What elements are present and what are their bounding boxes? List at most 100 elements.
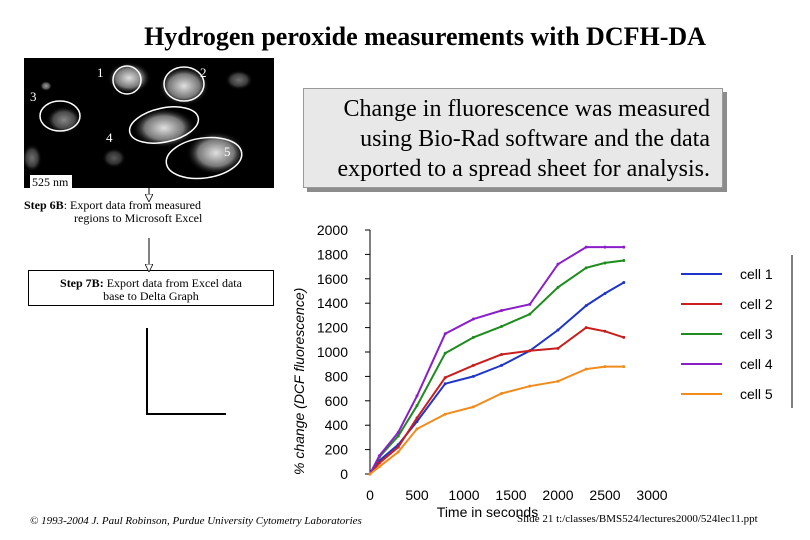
data-point (377, 454, 381, 458)
series-line-1 (369, 281, 625, 475)
wavelength-label: 525 nm (30, 175, 73, 190)
step-6b-box: Step 6B: Export data from measured regio… (24, 199, 274, 237)
data-point (528, 312, 532, 316)
data-point (415, 427, 419, 431)
data-point (443, 332, 447, 336)
data-point (396, 445, 400, 449)
data-point (471, 317, 475, 321)
legend-label-2: cell 2 (740, 296, 773, 312)
y-tick-label: 400 (325, 417, 349, 433)
data-point (500, 391, 504, 395)
x-tick-label: 1000 (448, 487, 479, 503)
data-point (603, 365, 607, 369)
data-point (584, 266, 588, 270)
step-6b-label: Step 6B (24, 198, 64, 212)
data-point (622, 335, 626, 339)
data-point (500, 309, 504, 313)
data-point (500, 324, 504, 328)
callout-line-2: using Bio-Rad software and the data (360, 126, 710, 152)
axis-placeholder-graphic (146, 328, 226, 415)
cell-label-3: 3 (30, 89, 37, 104)
y-tick-label: 600 (325, 393, 349, 409)
data-point (377, 461, 381, 465)
data-point (556, 346, 560, 350)
data-point (396, 450, 400, 454)
data-point (603, 329, 607, 333)
step-7b-label: Step 7B: (60, 276, 104, 290)
data-point (556, 328, 560, 332)
data-point (622, 259, 626, 262)
data-point (471, 374, 475, 378)
data-point (500, 352, 504, 356)
data-point (396, 434, 400, 438)
data-point (603, 291, 607, 295)
x-tick-label: 2500 (589, 487, 620, 503)
series-line-4 (369, 246, 624, 475)
data-point (584, 326, 588, 330)
legend-label-4: cell 4 (740, 356, 773, 372)
data-point (396, 431, 400, 435)
series-line-5 (369, 365, 624, 475)
slide-footer: Slide 21 t:/classes/BMS524/lectures2000/… (517, 513, 758, 525)
data-point (622, 280, 626, 284)
y-tick-label: 1600 (317, 271, 348, 287)
cell-label-1: 1 (97, 65, 104, 80)
data-point (443, 382, 447, 386)
data-point (584, 367, 588, 371)
legend-label-3: cell 3 (740, 326, 773, 342)
data-point (377, 465, 381, 469)
line-chart: 0 200 400 600 800 1000 1200 1400 1600 1800 2000 0 50… (291, 222, 793, 520)
x-tick-label: 2000 (542, 487, 573, 503)
data-point (556, 285, 560, 289)
callout-line-3: exported to a spread sheet for analysis. (337, 156, 710, 182)
data-point (443, 412, 447, 416)
y-tick-label: 1800 (317, 246, 348, 262)
data-point (443, 376, 447, 380)
data-point (528, 349, 532, 353)
y-tick-label: 1200 (317, 320, 348, 336)
step-7b-text: Export data from Excel data (103, 276, 242, 290)
data-point (471, 405, 475, 409)
callout-line-1: Change in fluorescence was measured (343, 96, 710, 122)
step-7b-box: Step 7B: Export data from Excel data bas… (28, 270, 274, 306)
data-point (622, 245, 626, 249)
y-tick-label: 800 (325, 368, 349, 384)
cell-label-5: 5 (224, 144, 231, 159)
data-point (471, 335, 475, 339)
legend-label-5: cell 5 (740, 386, 773, 402)
y-tick-label: 2000 (317, 222, 348, 238)
data-point (415, 416, 419, 420)
data-point (415, 394, 419, 398)
data-point (556, 262, 560, 266)
cell-label-4: 4 (106, 130, 113, 145)
step-6b-text-line2: regions to Microsoft Excel (74, 211, 203, 225)
data-point (471, 363, 475, 367)
step-7b-text-line2: base to Delta Graph (103, 289, 199, 303)
series-line-2 (369, 326, 625, 475)
y-axis-label: % change (DCF fluorescence) (291, 288, 307, 475)
data-point (603, 261, 607, 265)
data-point (415, 404, 419, 408)
data-point (622, 365, 626, 369)
data-point (528, 302, 532, 306)
x-tick-label: 500 (405, 487, 429, 503)
copyright-footer: © 1993-2004 J. Paul Robinson, Purdue Uni… (30, 515, 362, 527)
callout-box: Change in fluorescence was measured usin… (303, 88, 723, 188)
data-point (584, 304, 588, 308)
y-tick-label: 1000 (317, 344, 348, 360)
x-axis-label: Time in seconds (437, 504, 538, 520)
fluorescence-micrograph: 1 2 3 4 5 (24, 58, 274, 188)
data-point (528, 384, 532, 388)
x-tick-label: 0 (366, 487, 374, 503)
data-point (368, 472, 372, 476)
cell-label-2: 2 (200, 65, 207, 80)
x-tick-label: 3000 (636, 487, 667, 503)
slide-title: Hydrogen peroxide measurements with DCFH… (144, 22, 706, 51)
y-tick-label: 200 (325, 442, 349, 458)
data-point (443, 351, 447, 355)
data-point (500, 363, 504, 367)
data-point (584, 245, 588, 249)
step-6b-text: : Export data from measured (63, 198, 201, 212)
series-line-3 (369, 259, 624, 475)
